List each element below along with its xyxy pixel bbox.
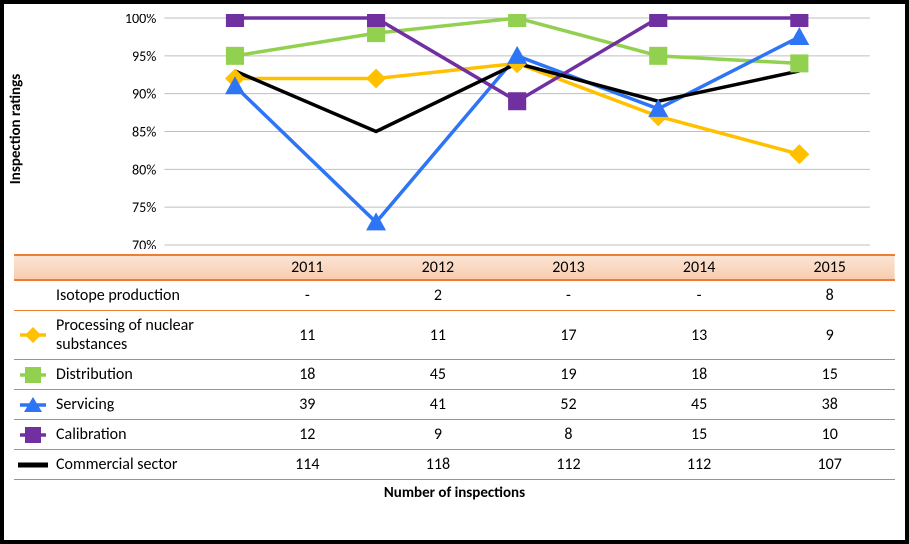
svg-text:80%: 80% [132, 161, 156, 178]
cell: 11 [373, 311, 504, 360]
legend-icon-commercial [14, 450, 52, 480]
legend-icon-processing [14, 311, 52, 360]
cell: 15 [764, 360, 895, 390]
legend-icon-servicing [14, 390, 52, 420]
figure: Inspection ratings 70% 75% 80% 85% 90% 95% 100… [0, 0, 909, 544]
y-axis-label: Inspection ratings [7, 74, 25, 184]
table-row: Calibration12981510 [14, 420, 895, 450]
cell: 18 [242, 360, 373, 390]
legend-icon-distribution [14, 360, 52, 390]
data-table: 2011 2012 2013 2014 2015 Isotope product… [14, 254, 895, 480]
series-markers [225, 14, 809, 230]
plot: 70% 75% 80% 85% 90% 95% 100% [109, 14, 885, 249]
cell: 45 [373, 360, 504, 390]
cell: 9 [764, 311, 895, 360]
table-row: Isotope production-2--8 [14, 280, 895, 311]
table-body: Isotope production-2--8Processing of nuc… [14, 280, 895, 480]
cell: 10 [764, 420, 895, 450]
table-row: Distribution1845191815 [14, 360, 895, 390]
svg-text:75%: 75% [132, 199, 156, 216]
data-table-area: 2011 2012 2013 2014 2015 Isotope product… [4, 254, 905, 507]
cell: 41 [373, 390, 504, 420]
col-2012: 2012 [373, 255, 504, 280]
cell: 8 [764, 280, 895, 311]
col-2015: 2015 [764, 255, 895, 280]
cell: 8 [503, 420, 634, 450]
x-axis-label: Number of inspections [14, 480, 895, 502]
cell: 38 [764, 390, 895, 420]
y-ticks: 70% 75% 80% 85% 90% 95% 100% [125, 14, 157, 249]
row-label-distribution: Distribution [52, 360, 242, 390]
svg-text:90%: 90% [132, 86, 156, 103]
chart-area: Inspection ratings 70% 75% 80% 85% 90% 95% 100… [4, 4, 905, 254]
cell: 2 [373, 280, 504, 311]
table-row: Commercial sector114118112112107 [14, 450, 895, 480]
table-row: Processing of nuclear substances11111713… [14, 311, 895, 360]
cell: 107 [764, 450, 895, 480]
cell: 11 [242, 311, 373, 360]
col-2011: 2011 [242, 255, 373, 280]
cell: - [242, 280, 373, 311]
cell: 12 [242, 420, 373, 450]
cell: 45 [634, 390, 765, 420]
cell: 112 [503, 450, 634, 480]
svg-text:70%: 70% [132, 237, 156, 249]
cell: - [634, 280, 765, 311]
chart-svg: 70% 75% 80% 85% 90% 95% 100% [109, 14, 885, 249]
svg-text:100%: 100% [125, 14, 157, 27]
cell: 19 [503, 360, 634, 390]
cell: 114 [242, 450, 373, 480]
row-label-servicing: Servicing [52, 390, 242, 420]
cell: 52 [503, 390, 634, 420]
cell: - [503, 280, 634, 311]
cell: 18 [634, 360, 765, 390]
svg-text:85%: 85% [132, 124, 156, 141]
row-label-commercial: Commercial sector [52, 450, 242, 480]
table-header: 2011 2012 2013 2014 2015 [14, 255, 895, 280]
cell: 118 [373, 450, 504, 480]
col-2014: 2014 [634, 255, 765, 280]
cell: 112 [634, 450, 765, 480]
legend-icon-isotope [14, 280, 52, 311]
col-2013: 2013 [503, 255, 634, 280]
legend-icon-calibration [14, 420, 52, 450]
cell: 15 [634, 420, 765, 450]
row-label-isotope: Isotope production [52, 280, 242, 311]
svg-text:95%: 95% [132, 48, 156, 65]
table-row: Servicing3941524538 [14, 390, 895, 420]
cell: 13 [634, 311, 765, 360]
cell: 39 [242, 390, 373, 420]
row-label-processing: Processing of nuclear substances [52, 311, 242, 360]
row-label-calibration: Calibration [52, 420, 242, 450]
cell: 9 [373, 420, 504, 450]
cell: 17 [503, 311, 634, 360]
